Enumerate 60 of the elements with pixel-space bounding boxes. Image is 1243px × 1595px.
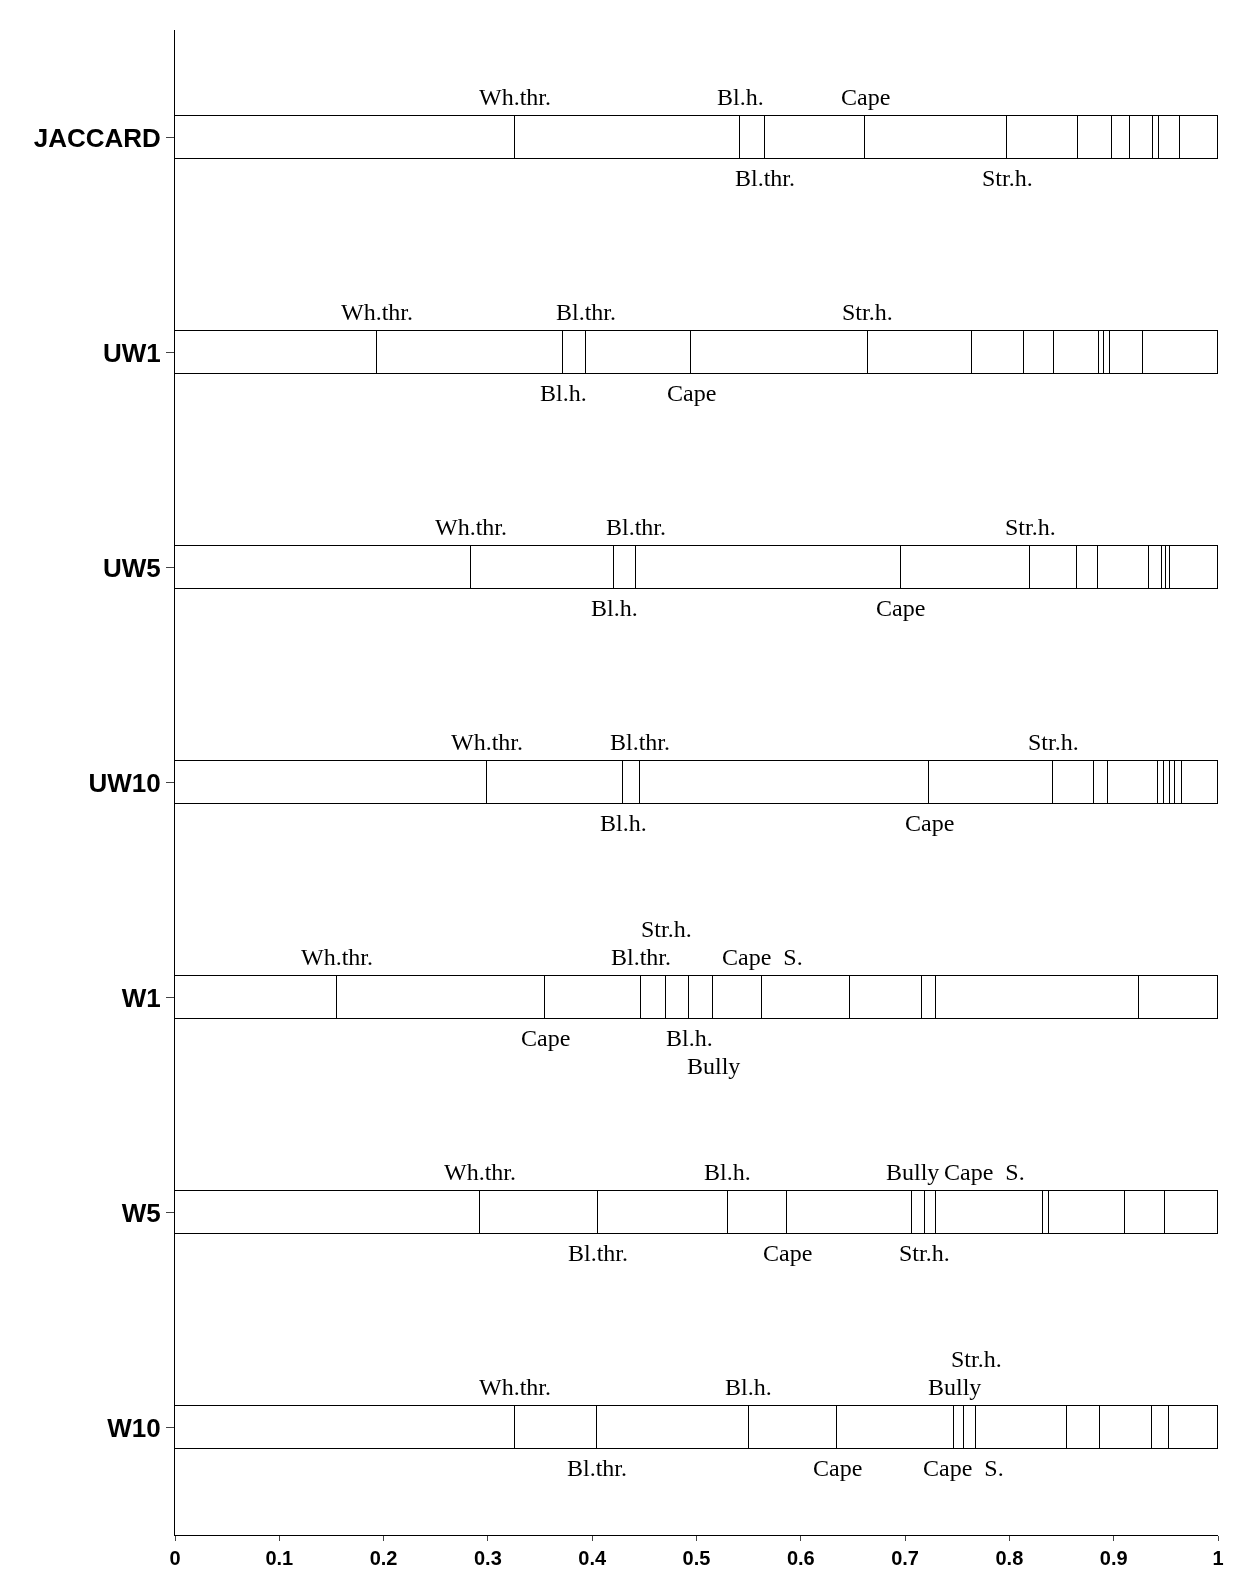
annotation: Wh.thr. — [341, 299, 413, 325]
x-tick-label: 0.9 — [1099, 1547, 1128, 1569]
annotation: Bl.thr. — [606, 514, 667, 540]
x-tick-label: 0.7 — [891, 1547, 920, 1569]
y-tick-label: W1 — [121, 982, 161, 1013]
x-tick-label: 0.5 — [682, 1547, 711, 1569]
x-tick-label: 0 — [169, 1547, 181, 1569]
x-tick-label: 0.4 — [578, 1547, 607, 1569]
annotation: Bully — [928, 1374, 982, 1400]
annotation: Str.h. — [1028, 729, 1079, 755]
annotation: Wh.thr. — [444, 1159, 516, 1185]
annotation: Wh.thr. — [301, 944, 373, 970]
annotation: Cape S. — [722, 944, 803, 970]
annotation: Bl.thr. — [735, 165, 796, 191]
annotation: Str.h. — [1005, 514, 1056, 540]
x-tick-label: 0.3 — [473, 1547, 502, 1569]
y-tick-label: UW1 — [103, 337, 161, 368]
annotation: Bl.thr. — [556, 299, 617, 325]
annotation: Str.h. — [951, 1346, 1002, 1372]
y-tick-label: JACCARD — [33, 122, 161, 153]
x-tick-label: 1 — [1212, 1547, 1224, 1569]
annotation: Str.h. — [842, 299, 893, 325]
annotation: Wh.thr. — [479, 84, 551, 110]
x-tick-label: 0.1 — [265, 1547, 294, 1569]
annotation: Str.h. — [899, 1240, 950, 1266]
annotation: Wh.thr. — [435, 514, 507, 540]
x-tick-label: 0.2 — [369, 1547, 398, 1569]
annotation: Bully — [687, 1053, 741, 1079]
annotation: Bl.thr. — [611, 944, 672, 970]
annotation: Bl.h. — [725, 1374, 772, 1400]
x-tick-label: 0.8 — [995, 1547, 1024, 1569]
y-tick-label: UW10 — [88, 767, 161, 798]
annotation: Bl.thr. — [568, 1240, 629, 1266]
annotation: Cape — [905, 810, 955, 836]
annotation: Cape — [876, 595, 926, 621]
annotation: Str.h. — [641, 916, 692, 942]
annotation: Bl.thr. — [610, 729, 671, 755]
annotation: Bl.h. — [666, 1025, 713, 1051]
annotation: Cape — [841, 84, 891, 110]
y-tick-label: UW5 — [103, 552, 161, 583]
annotation: Cape — [763, 1240, 813, 1266]
bar — [1168, 544, 1218, 589]
y-tick-label: W10 — [107, 1412, 161, 1443]
annotation: Cape S. — [944, 1159, 1025, 1185]
annotation: Bl.h. — [600, 810, 647, 836]
annotation: Wh.thr. — [479, 1374, 551, 1400]
annotation: Bl.h. — [704, 1159, 751, 1185]
annotation: Wh.thr. — [451, 729, 523, 755]
annotation: Cape — [667, 380, 717, 406]
annotation: Str.h. — [982, 165, 1033, 191]
annotation: Bl.h. — [540, 380, 587, 406]
annotation: Bl.h. — [591, 595, 638, 621]
annotation: Bl.thr. — [567, 1455, 628, 1481]
annotation: Cape — [813, 1455, 863, 1481]
annotation: Bl.h. — [717, 84, 764, 110]
x-tick-label: 0.6 — [786, 1547, 815, 1569]
y-tick-label: W5 — [121, 1197, 161, 1228]
annotation: Cape — [521, 1025, 571, 1051]
annotation: Bully — [886, 1159, 940, 1185]
annotation: Cape S. — [923, 1455, 1004, 1481]
